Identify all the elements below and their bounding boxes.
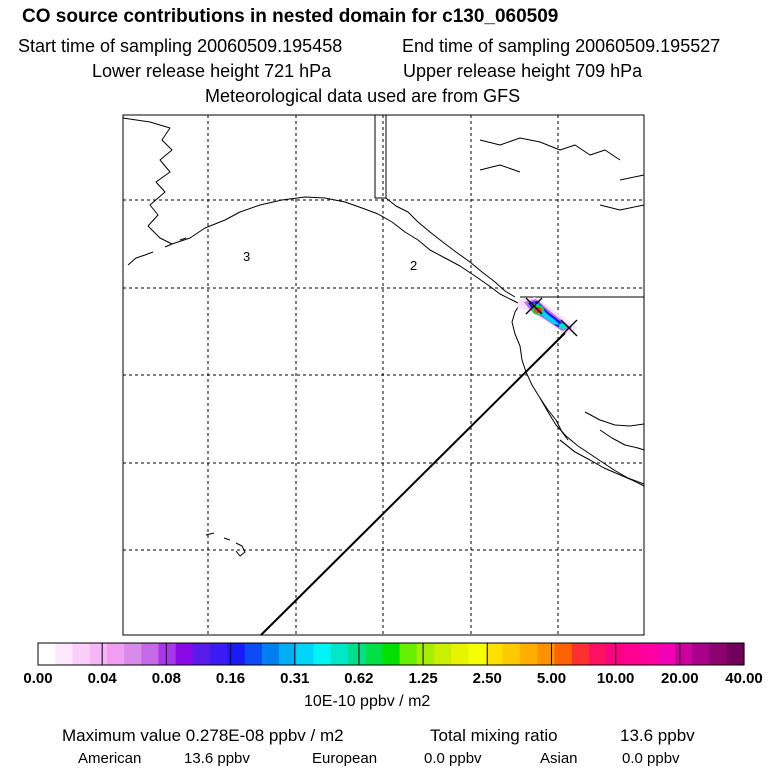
- colorbar-swatch: [38, 643, 56, 665]
- colorbar-swatch: [520, 643, 538, 665]
- colorbar-swatch: [279, 643, 297, 665]
- colorbar-units: 10E-10 ppbv / m2: [304, 693, 431, 710]
- colorbar-swatch: [382, 643, 401, 665]
- colorbar-swatch: [434, 643, 452, 665]
- colorbar-swatch: [175, 643, 194, 665]
- canada-border: [385, 115, 644, 298]
- colorbar-swatch: [124, 643, 142, 665]
- colorbar-swatch: [347, 643, 366, 665]
- baja-california: [539, 397, 576, 453]
- colorbar-tick-label: 5.00: [536, 670, 567, 687]
- graticule: [123, 115, 644, 635]
- colorbar-swatch: [399, 643, 418, 665]
- alaska-coast: [122, 117, 521, 305]
- colorbar-border: [37, 642, 745, 666]
- colorbar-swatch: [657, 643, 676, 665]
- colorbar-swatch: [141, 643, 160, 665]
- colorbar-tick-label: 0.04: [87, 670, 117, 687]
- colorbar-swatch: [261, 643, 280, 665]
- colorbar-swatch: [726, 643, 745, 665]
- colorbar-swatch: [296, 643, 315, 665]
- colorbar-swatch: [468, 643, 487, 665]
- colorbar-tick-label: 2.50: [472, 670, 502, 687]
- upper-release-label: Upper release height 709 hPa: [403, 61, 643, 81]
- colorbar-tick-label: 40.00: [725, 670, 763, 687]
- trajectory-path: [260, 329, 569, 636]
- end-time-label: End time of sampling 20060509.195527: [402, 36, 721, 56]
- asian-value: 0.0 ppbv: [622, 750, 680, 767]
- mexico-coast: [559, 429, 645, 487]
- american-label: American: [78, 750, 142, 767]
- colorbar-swatch: [554, 643, 573, 665]
- colorbar-tick-label: 1.25: [408, 670, 438, 687]
- colorbar-swatch: [227, 643, 246, 665]
- colorbar-tick-label: 0.31: [280, 670, 310, 687]
- european-value: 0.0 ppbv: [424, 750, 482, 767]
- colorbar-swatch: [692, 643, 711, 665]
- hawaii-islands: [205, 532, 246, 557]
- colorbar-swatch: [451, 643, 470, 665]
- american-value: 13.6 ppbv: [184, 750, 250, 767]
- receptor-markers: [525, 297, 578, 337]
- colorbar-swatch: [55, 643, 74, 665]
- colorbar-swatch: [158, 643, 177, 665]
- colorbar-tick-label: 0.62: [344, 670, 374, 687]
- total-mixing-label: Total mixing ratio: [430, 726, 558, 745]
- lower-release-label: Lower release height 721 hPa: [92, 61, 332, 81]
- colorbar-tick-label: 0.00: [23, 670, 53, 687]
- region-label-2: 2: [410, 258, 417, 273]
- coastlines: [122, 115, 645, 557]
- colorbar-swatch: [485, 643, 504, 665]
- colorbar-swatch: [640, 643, 659, 665]
- gulf-coast: [584, 411, 645, 427]
- colorbar-tick-label: 20.00: [661, 670, 699, 687]
- colorbar-swatch: [72, 643, 91, 665]
- colorbar-tick-label: 0.16: [215, 670, 246, 687]
- total-mixing-value: 13.6 ppbv: [620, 726, 695, 745]
- max-value-label: Maximum value 0.278E-08 ppbv / m2: [62, 726, 344, 745]
- aleutian-chain: [127, 237, 187, 266]
- colorbar-swatch: [244, 643, 263, 665]
- region-label-3: 3: [243, 249, 250, 264]
- colorbar-swatch: [89, 643, 108, 665]
- colorbar-swatch: [192, 643, 211, 665]
- colorbar-swatch: [210, 643, 229, 665]
- us-west-coast: [511, 303, 645, 485]
- colorbar-swatch: [365, 643, 383, 665]
- bc-coast: [374, 115, 516, 298]
- met-data-label: Meteorological data used are from GFS: [205, 86, 521, 106]
- colorbar-swatch: [106, 643, 125, 665]
- colorbar-swatch: [330, 643, 349, 665]
- colorbar-swatch: [623, 643, 642, 665]
- colorbar-swatch: [571, 643, 590, 665]
- colorbar-tick-label: 10.00: [596, 670, 635, 687]
- colorbar-swatch: [313, 643, 332, 665]
- colorbar-swatch: [589, 643, 607, 665]
- colorbar-swatch: [416, 643, 435, 665]
- arctic-coast: [479, 137, 645, 211]
- colorbar: [37, 642, 745, 666]
- european-label: European: [312, 750, 378, 767]
- colorbar-swatch: [502, 643, 521, 665]
- start-time-label: Start time of sampling 20060509.195458: [18, 36, 343, 56]
- colorbar-swatch: [709, 643, 728, 665]
- colorbar-swatch: [537, 643, 556, 665]
- colorbar-swatch: [675, 643, 693, 665]
- asian-label: Asian: [540, 750, 578, 767]
- page-title: CO source contributions in nested domain…: [22, 6, 559, 27]
- colorbar-tick-label: 0.08: [151, 670, 181, 687]
